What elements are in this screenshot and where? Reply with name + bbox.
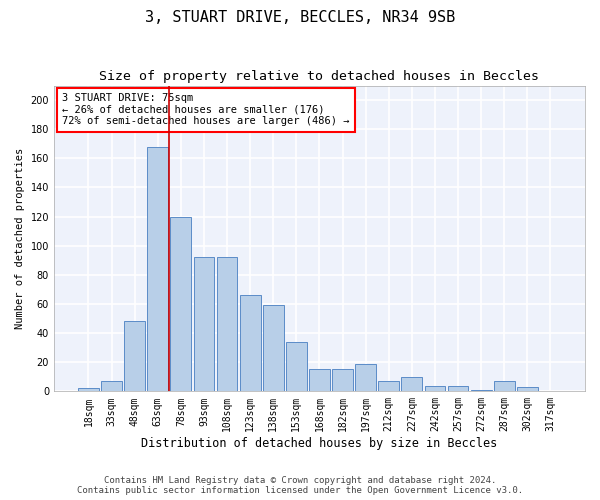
Bar [148,146,168,392]
Bar [101,381,122,392]
Bar [448,386,469,392]
Bar [355,364,376,392]
Bar [379,381,399,392]
Bar [425,386,445,392]
Text: 3, STUART DRIVE, BECCLES, NR34 9SB: 3, STUART DRIVE, BECCLES, NR34 9SB [145,10,455,25]
Bar [517,387,538,392]
Bar [309,370,330,392]
Bar [194,258,214,392]
Title: Size of property relative to detached houses in Beccles: Size of property relative to detached ho… [100,70,539,83]
X-axis label: Distribution of detached houses by size in Beccles: Distribution of detached houses by size … [142,437,497,450]
Y-axis label: Number of detached properties: Number of detached properties [15,148,25,329]
Bar [240,295,260,392]
Bar [332,370,353,392]
Text: 3 STUART DRIVE: 75sqm
← 26% of detached houses are smaller (176)
72% of semi-det: 3 STUART DRIVE: 75sqm ← 26% of detached … [62,93,349,126]
Bar [124,322,145,392]
Text: Contains HM Land Registry data © Crown copyright and database right 2024.
Contai: Contains HM Land Registry data © Crown c… [77,476,523,495]
Bar [471,390,491,392]
Bar [494,381,515,392]
Bar [170,216,191,392]
Bar [78,388,99,392]
Bar [263,306,284,392]
Bar [217,258,238,392]
Bar [401,377,422,392]
Bar [286,342,307,392]
